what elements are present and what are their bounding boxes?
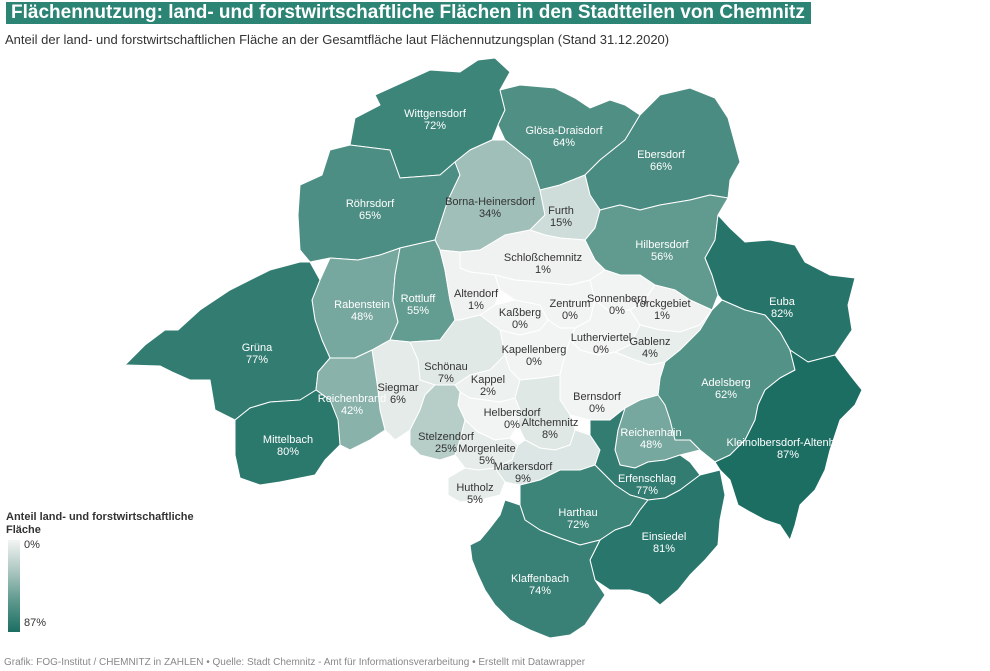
district-value-label: 65% xyxy=(359,210,381,222)
district-name-label: Reichenbrand xyxy=(318,393,387,405)
district-name-label: Altchemnitz xyxy=(522,417,579,429)
district-name-label: Wittgensdorf xyxy=(404,108,467,120)
district-value-label: 55% xyxy=(407,305,429,317)
district-value-label: 87% xyxy=(777,449,799,461)
district-value-label: 0% xyxy=(593,344,609,356)
district-value-label: 77% xyxy=(636,485,658,497)
district-value-label: 77% xyxy=(246,354,268,366)
district-value-label: 72% xyxy=(567,519,589,531)
district-name-label: Siegmar xyxy=(378,382,419,394)
district-name-label: Ebersdorf xyxy=(637,149,686,161)
district-value-label: 6% xyxy=(390,394,406,406)
district-name-label: Kappel xyxy=(471,374,505,386)
map-subtitle: Anteil der land- und forstwirtschaftlich… xyxy=(5,32,670,47)
district-value-label: 1% xyxy=(535,264,551,276)
district-name-label: Reichenhain xyxy=(620,427,681,439)
district-value-label: 0% xyxy=(512,319,528,331)
district-name-label: Erfenschlag xyxy=(618,473,676,485)
legend-title: Anteil land- und forstwirtschaftliche Fl… xyxy=(6,511,194,536)
district-name-label: Hilbersdorf xyxy=(635,239,689,251)
district-value-label: 74% xyxy=(529,585,551,597)
legend-color-scale xyxy=(8,540,20,632)
district-value-label: 42% xyxy=(341,405,363,417)
map-title: Flächennutzung: land- und forstwirtschaf… xyxy=(6,2,811,24)
district-name-label: Kaßberg xyxy=(499,307,541,319)
district-name-label: Schloßchemnitz xyxy=(504,252,582,264)
district-name-label: Stelzendorf xyxy=(418,431,475,443)
district-name-label: Adelsberg xyxy=(701,377,751,389)
district-shapes xyxy=(124,57,863,639)
district-name-label: Mittelbach xyxy=(263,434,313,446)
district-value-label: 8% xyxy=(542,429,558,441)
district-value-label: 0% xyxy=(504,419,520,431)
district-name-label: Hutholz xyxy=(456,482,493,494)
district-name-label: Rottluff xyxy=(401,293,437,305)
district-value-label: 62% xyxy=(715,389,737,401)
district-value-label: 1% xyxy=(468,300,484,312)
district-value-label: 48% xyxy=(640,439,662,451)
district-mittelbach[interactable] xyxy=(234,389,341,486)
district-hutholz[interactable] xyxy=(447,467,506,503)
district-name-label: Bernsdorf xyxy=(573,391,622,403)
legend-max-label: 87% xyxy=(24,617,47,629)
district-value-label: 9% xyxy=(515,473,531,485)
district-name-label: Rabenstein xyxy=(334,299,390,311)
district-name-label: Röhrsdorf xyxy=(346,198,395,210)
district-name-label: Sonnenberg xyxy=(587,293,647,305)
district-value-label: 25% xyxy=(435,443,457,455)
district-name-label: Markersdorf xyxy=(494,461,554,473)
district-name-label: Lutherviertel xyxy=(571,332,632,344)
district-value-label: 81% xyxy=(653,543,675,555)
district-name-label: Harthau xyxy=(558,507,597,519)
district-value-label: 0% xyxy=(562,310,578,322)
district-value-label: 48% xyxy=(351,311,373,323)
legend-min-label: 0% xyxy=(24,539,40,551)
district-value-label: 0% xyxy=(526,356,542,368)
district-value-label: 2% xyxy=(480,386,496,398)
district-value-label: 5% xyxy=(479,455,495,467)
district-grüna[interactable] xyxy=(124,261,331,421)
district-name-label: Gablenz xyxy=(630,336,671,348)
source-footer: Grafik: FOG-Institut / CHEMNITZ in ZAHLE… xyxy=(4,657,586,668)
district-value-label: 80% xyxy=(277,446,299,458)
district-name-label: Euba xyxy=(769,296,796,308)
district-einsiedel[interactable] xyxy=(589,469,726,606)
district-name-label: Morgenleite xyxy=(458,443,515,455)
district-name-label: Altendorf xyxy=(454,288,499,300)
district-value-label: 82% xyxy=(771,308,793,320)
district-value-label: 7% xyxy=(438,373,454,385)
district-value-label: 0% xyxy=(609,305,625,317)
district-name-label: Einsiedel xyxy=(642,531,687,543)
district-name-label: Glösa-Draisdorf xyxy=(525,125,603,137)
district-value-label: 1% xyxy=(654,310,670,322)
district-value-label: 66% xyxy=(650,161,672,173)
district-value-label: 56% xyxy=(651,251,673,263)
district-name-label: Kleinolbersdorf-Altenhain xyxy=(727,437,850,449)
district-value-label: 64% xyxy=(553,137,575,149)
district-kleinolbersdorf-altenhain[interactable] xyxy=(714,349,863,541)
district-name-label: Borna-Heinersdorf xyxy=(445,196,536,208)
district-name-label: Zentrum xyxy=(550,298,591,310)
district-name-label: Schönau xyxy=(424,361,467,373)
district-value-label: 15% xyxy=(550,217,572,229)
district-value-label: 34% xyxy=(479,208,501,220)
district-klaffenbach[interactable] xyxy=(469,499,606,639)
district-value-label: 5% xyxy=(467,494,483,506)
district-name-label: Klaffenbach xyxy=(511,573,569,585)
district-value-label: 4% xyxy=(642,348,658,360)
district-value-label: 0% xyxy=(589,403,605,415)
district-value-label: 72% xyxy=(424,120,446,132)
district-name-label: Kapellenberg xyxy=(502,344,567,356)
district-name-label: Grüna xyxy=(242,342,273,354)
district-name-label: Yorckgebiet xyxy=(633,298,690,310)
district-name-label: Helbersdorf xyxy=(484,407,542,419)
district-name-label: Furth xyxy=(548,205,574,217)
